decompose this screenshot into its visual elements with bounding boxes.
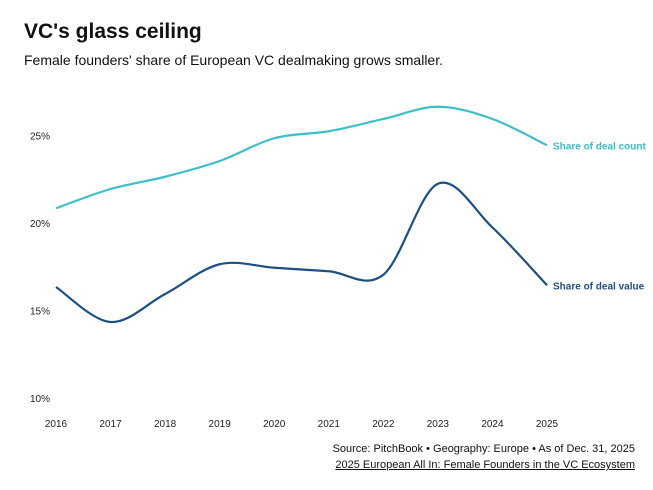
chart-subtitle: Female founders' share of European VC de… [24, 52, 443, 68]
y-tick-label: 20% [30, 219, 50, 230]
y-tick-label: 10% [30, 394, 50, 405]
x-tick-label: 2023 [427, 419, 450, 430]
y-tick-label: 25% [30, 132, 50, 143]
x-tick-label: 2017 [99, 419, 122, 430]
x-tick-label: 2025 [536, 419, 559, 430]
x-tick-label: 2022 [372, 419, 395, 430]
x-tick-label: 2016 [45, 419, 68, 430]
x-tick-label: 2018 [154, 419, 177, 430]
chart-title: VC's glass ceiling [24, 20, 202, 43]
series-label: Share of deal value [553, 281, 645, 292]
y-tick-label: 15% [30, 307, 50, 318]
report-link[interactable]: 2025 European All In: Female Founders in… [335, 459, 635, 471]
source-note: Source: PitchBook • Geography: Europe • … [333, 441, 635, 473]
x-tick-label: 2019 [209, 419, 232, 430]
source-line: Source: PitchBook • Geography: Europe • … [332, 443, 635, 455]
x-tick-label: 2024 [481, 419, 504, 430]
series-line-deal-value [55, 181, 548, 324]
series-line-deal-count [55, 105, 548, 210]
series-label: Share of deal count [553, 141, 646, 152]
x-tick-label: 2020 [263, 419, 286, 430]
x-tick-label: 2021 [318, 419, 341, 430]
